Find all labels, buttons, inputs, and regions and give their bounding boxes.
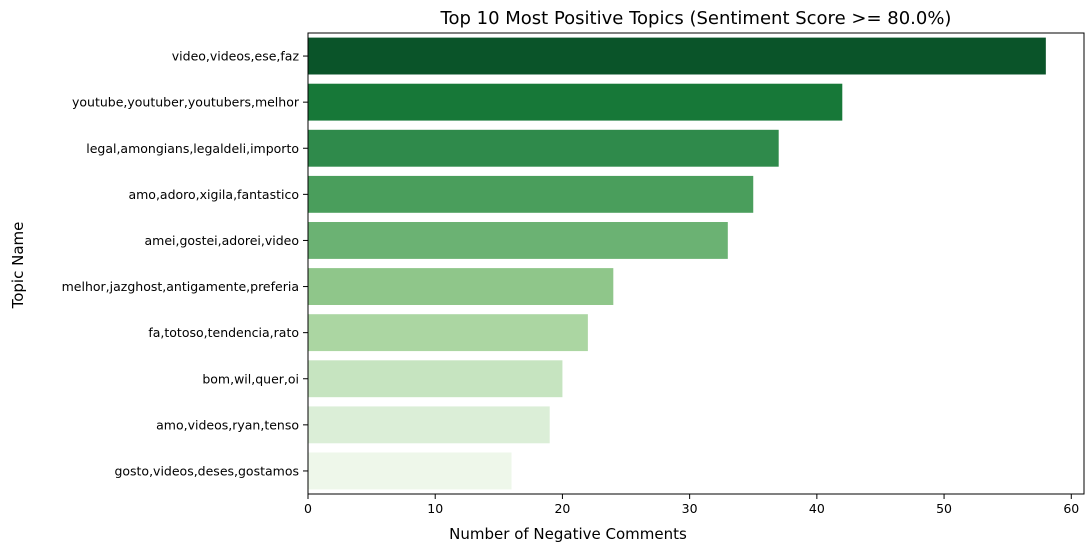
x-tick-label: 50 xyxy=(936,501,952,516)
bar xyxy=(308,314,588,352)
chart-title: Top 10 Most Positive Topics (Sentiment S… xyxy=(440,8,952,29)
bar xyxy=(308,37,1046,75)
x-axis-label: Number of Negative Comments xyxy=(449,525,687,543)
y-tick-label: bom,wil,quer,oi xyxy=(202,371,299,386)
x-tick-label: 30 xyxy=(682,501,698,516)
x-tick-label: 10 xyxy=(427,501,443,516)
y-tick-label: amo,videos,ryan,tenso xyxy=(156,417,299,432)
bar xyxy=(308,175,754,213)
plot-frame xyxy=(307,32,1085,495)
x-tick-label: 0 xyxy=(304,501,312,516)
y-tick-label: gosto,videos,deses,gostamos xyxy=(114,463,299,478)
y-tick-label: amo,adoro,xigila,fantastico xyxy=(128,187,299,202)
bar xyxy=(308,452,512,490)
y-tick-label: amei,gostei,adorei,video xyxy=(145,233,300,248)
bar xyxy=(308,83,843,121)
bar xyxy=(308,360,563,398)
bar xyxy=(308,222,728,259)
bar xyxy=(308,268,614,305)
y-tick-label: legal,amongians,legaldeli,importo xyxy=(86,141,299,156)
x-tick-label: 60 xyxy=(1063,501,1079,516)
bar xyxy=(308,406,550,444)
y-tick-label: youtube,youtuber,youtubers,melhor xyxy=(72,95,300,110)
y-axis-ticks: video,videos,ese,faz youtube,youtuber,you… xyxy=(62,49,308,478)
bars-group xyxy=(308,37,1046,490)
bar xyxy=(308,129,779,167)
y-tick-label: melhor,jazghost,antigamente,preferia xyxy=(62,279,299,294)
y-tick-label: video,videos,ese,faz xyxy=(172,49,300,64)
x-axis-ticks: 0 10 20 30 40 50 60 xyxy=(304,494,1079,516)
y-tick-label: fa,totoso,tendencia,rato xyxy=(148,325,299,340)
x-tick-label: 20 xyxy=(554,501,570,516)
y-axis-label: Topic Name xyxy=(9,222,27,310)
x-tick-label: 40 xyxy=(809,501,825,516)
